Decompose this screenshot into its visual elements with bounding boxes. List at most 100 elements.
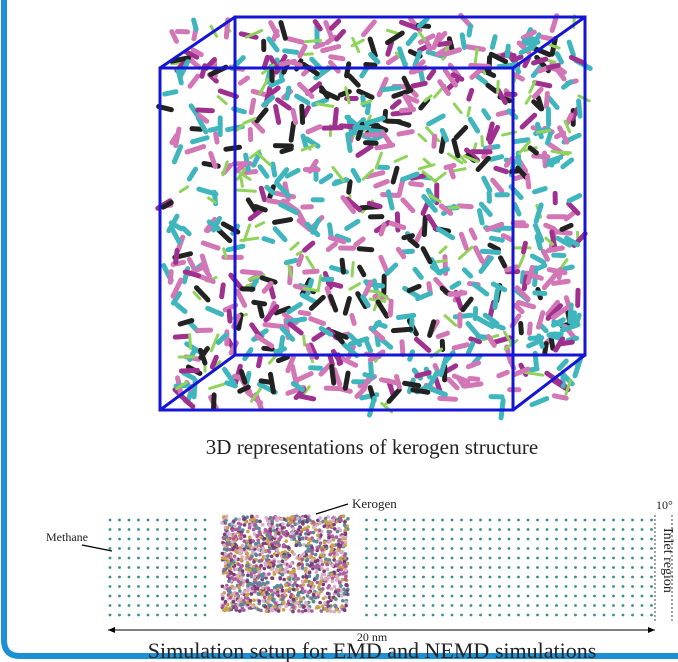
- bond: [276, 107, 279, 123]
- bond: [556, 339, 563, 350]
- bond: [408, 35, 415, 44]
- bond: [391, 223, 403, 227]
- kerogen-atom: [281, 522, 285, 526]
- kerogen-atom: [242, 599, 246, 603]
- bond: [462, 35, 464, 48]
- methane-dot: [603, 576, 606, 579]
- methane-dot: [194, 547, 197, 550]
- methane-dot: [574, 547, 577, 550]
- kerogen-atom: [282, 578, 286, 582]
- bond: [481, 204, 490, 214]
- kerogen-atom: [333, 585, 337, 589]
- bond: [482, 251, 498, 252]
- methane-dot: [584, 538, 587, 541]
- methane-dot: [460, 519, 463, 522]
- bond: [559, 270, 560, 278]
- kerogen-atom: [280, 598, 284, 602]
- methane-dot: [375, 557, 378, 560]
- methane-dot: [109, 576, 112, 579]
- kerogen-atom: [344, 604, 348, 608]
- methane-dot: [204, 519, 207, 522]
- bond: [530, 82, 535, 92]
- bond: [170, 272, 171, 283]
- kerogen-atom: [226, 587, 230, 591]
- kerogen-atom: [332, 555, 336, 559]
- bond: [429, 116, 444, 124]
- methane-dot: [204, 566, 207, 569]
- methane-dot: [166, 557, 169, 560]
- bond: [535, 293, 545, 294]
- methane-dot: [593, 528, 596, 531]
- kerogen-atom: [266, 554, 270, 558]
- methane-dot: [479, 557, 482, 560]
- methane-dot: [441, 538, 444, 541]
- methane-dot: [432, 547, 435, 550]
- methane-dot: [479, 519, 482, 522]
- bond: [218, 97, 226, 104]
- methane-dot: [650, 585, 653, 588]
- bond: [317, 104, 333, 107]
- methane-dot: [137, 566, 140, 569]
- bond: [484, 178, 490, 190]
- methane-dot: [147, 557, 150, 560]
- methane-dot: [137, 538, 140, 541]
- methane-dot: [451, 604, 454, 607]
- bond: [400, 49, 406, 66]
- kerogen-atom: [346, 517, 350, 521]
- methane-dot: [565, 604, 568, 607]
- kerogen-atom: [270, 609, 274, 613]
- bond: [264, 348, 272, 349]
- bond: [549, 45, 559, 48]
- kerogen-atom: [344, 591, 348, 595]
- methane-dot: [403, 538, 406, 541]
- kerogen-molecule-render: [158, 15, 590, 418]
- methane-dot: [128, 566, 131, 569]
- bond: [519, 255, 524, 267]
- bond: [337, 31, 344, 39]
- kerogen-atom: [323, 541, 327, 545]
- methane-dot: [470, 547, 473, 550]
- bond: [450, 293, 465, 294]
- kerogen-atom: [295, 588, 299, 592]
- bond: [341, 126, 353, 127]
- bond: [190, 76, 198, 86]
- methane-dot: [555, 585, 558, 588]
- bond: [569, 204, 578, 214]
- bond: [383, 133, 391, 145]
- methane-dot: [460, 595, 463, 598]
- kerogen-atom: [324, 557, 328, 561]
- methane-dot: [394, 585, 397, 588]
- methane-dot: [147, 519, 150, 522]
- methane-dot: [460, 528, 463, 531]
- methane-dot: [166, 585, 169, 588]
- bond: [174, 147, 180, 162]
- kerogen-atom: [301, 583, 305, 587]
- kerogen-atom: [318, 516, 322, 520]
- kerogen-atom: [284, 568, 288, 572]
- methane-dot: [156, 538, 159, 541]
- methane-dot: [527, 585, 530, 588]
- kerogen-atom: [233, 525, 237, 529]
- kerogen-atom: [231, 529, 235, 533]
- bond: [281, 23, 285, 39]
- methane-dot: [470, 538, 473, 541]
- bond: [387, 121, 399, 122]
- kerogen-atom: [236, 528, 240, 532]
- methane-dot: [641, 528, 644, 531]
- bond: [308, 127, 320, 132]
- methane-dot: [622, 614, 625, 617]
- kerogen-atom: [300, 563, 304, 567]
- kerogen-atom: [277, 532, 281, 536]
- bond: [187, 147, 204, 152]
- methane-dot: [128, 614, 131, 617]
- bond: [529, 342, 538, 346]
- methane-dot: [546, 576, 549, 579]
- methane-dot: [489, 576, 492, 579]
- methane-dot: [527, 595, 530, 598]
- methane-dot: [384, 614, 387, 617]
- kerogen-atom: [240, 558, 244, 562]
- bond: [527, 177, 528, 187]
- kerogen-atom: [265, 591, 269, 595]
- kerogen-atom: [258, 520, 262, 524]
- methane-dot: [546, 566, 549, 569]
